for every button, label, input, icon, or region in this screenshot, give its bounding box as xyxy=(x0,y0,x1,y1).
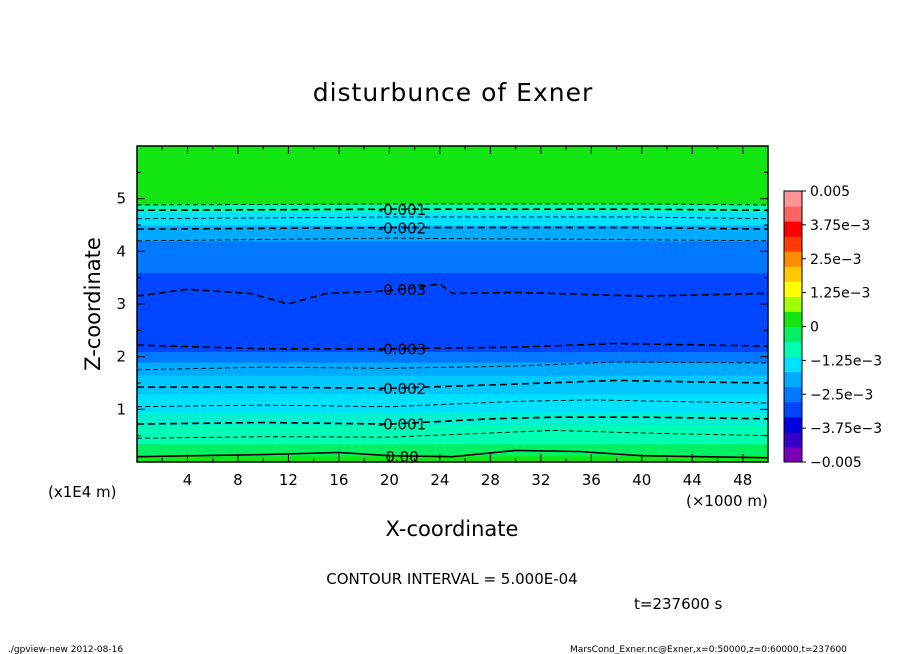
colorbar-cell-5 xyxy=(784,371,802,388)
contour-lines: 0.00-0.001-0.002-0.003-0.003-0.002-0.001 xyxy=(137,201,768,466)
contour-band-11 xyxy=(137,211,768,226)
colorbar-cell-2 xyxy=(784,416,802,433)
filled-contour-bands xyxy=(137,146,768,462)
colorbar-cell-9 xyxy=(784,311,802,327)
contour-band-4 xyxy=(137,393,768,413)
x-axis-label: X-coordinate xyxy=(386,517,519,541)
contour-label-7: -0.003 xyxy=(378,281,426,299)
chart-title: disturbunce of Exner xyxy=(313,78,594,107)
contour-label-11: -0.001 xyxy=(378,201,426,219)
contour-line-6 xyxy=(137,342,768,350)
plot-area: 0.00-0.001-0.002-0.003-0.003-0.002-0.001 xyxy=(136,145,769,466)
colorbar-cell-10 xyxy=(784,296,802,312)
colorbar-label-1: 3.75e−3 xyxy=(810,218,870,234)
x-tick-label-8: 8 xyxy=(233,471,243,489)
colorbar-label-2: 2.5e−3 xyxy=(810,252,862,268)
x-tick-label-12: 12 xyxy=(279,471,298,489)
y-tick-label-2: 2 xyxy=(116,348,126,366)
colorbar-label-5: −1.25e−3 xyxy=(810,353,882,369)
x-tick-label-20: 20 xyxy=(380,471,399,489)
colorbar-cell-1 xyxy=(784,431,802,448)
x-tick-label-4: 4 xyxy=(183,471,193,489)
contour-label-0: 0.00 xyxy=(385,448,418,466)
colorbar-cell-3 xyxy=(784,401,802,418)
colorbar-label-4: 0 xyxy=(810,320,819,336)
contour-band-12 xyxy=(137,203,768,213)
contour-label-2: -0.001 xyxy=(378,415,426,433)
contour-band-13 xyxy=(137,146,768,205)
x-tick-labels: 4 8 12 16 20 24 28 32 36 40 44 48 xyxy=(183,471,753,489)
contour-line-7 xyxy=(137,283,768,305)
contour-line-4 xyxy=(137,379,768,390)
contour-line-9 xyxy=(137,226,768,230)
colorbar-label-6: −2.5e−3 xyxy=(810,387,873,403)
colorbar-cell-12 xyxy=(784,266,802,282)
contour-band-5 xyxy=(137,375,768,395)
colorbar-cell-0 xyxy=(784,446,802,463)
contour-label-4: -0.002 xyxy=(378,380,426,398)
time-stamp: t=237600 s xyxy=(634,595,722,613)
contour-interval-note: CONTOUR INTERVAL = 5.000E-04 xyxy=(326,570,577,588)
y-unit-label: (x1E4 m) xyxy=(48,483,117,501)
colorbar-label-8: −0.005 xyxy=(810,455,862,471)
contour-line-10 xyxy=(137,216,768,220)
contour-line-0 xyxy=(137,449,768,459)
x-tick-label-48: 48 xyxy=(733,471,752,489)
contour-band-0 xyxy=(137,455,768,462)
x-tick-label-40: 40 xyxy=(632,471,651,489)
axis-ticks xyxy=(137,146,768,462)
contour-line-12 xyxy=(137,203,768,206)
contour-line-2 xyxy=(137,416,768,425)
colorbar-label-0: 0.005 xyxy=(810,184,850,200)
contour-band-7 xyxy=(137,351,768,363)
y-tick-label-4: 4 xyxy=(116,242,126,260)
contour-line-1 xyxy=(137,429,768,439)
x-unit-label: (×1000 m) xyxy=(686,492,768,510)
colorbar-cell-4 xyxy=(784,386,802,403)
contour-label-6: -0.003 xyxy=(378,341,426,359)
x-tick-label-44: 44 xyxy=(683,471,702,489)
colorbar-label-3: 1.25e−3 xyxy=(810,286,870,302)
colorbar-cell-7 xyxy=(784,341,802,358)
colorbar-cell-16 xyxy=(784,206,802,222)
colorbar-cell-11 xyxy=(784,281,802,297)
contour-band-9 xyxy=(137,240,768,273)
contour-band-6 xyxy=(137,361,768,376)
x-tick-label-32: 32 xyxy=(531,471,550,489)
footer-right: MarsCond_Exner.nc@Exner,x=0:50000,z=0:60… xyxy=(570,645,847,654)
colorbar-cells xyxy=(784,191,802,463)
colorbar-cell-13 xyxy=(784,251,802,267)
y-tick-label-3: 3 xyxy=(116,295,126,313)
footer-left: ./gpview-new 2012-08-16 xyxy=(8,645,123,654)
colorbar: 0.005 3.75e−3 2.5e−3 1.25e−3 0 −1.25e−3 −2.5e−… xyxy=(783,184,882,471)
colorbar-cell-8 xyxy=(784,326,802,343)
colorbar-labels: 0.005 3.75e−3 2.5e−3 1.25e−3 0 −1.25e−3 −2.5e−… xyxy=(802,184,882,471)
y-tick-labels: 1 2 3 4 5 xyxy=(116,190,126,419)
contour-label-9: -0.002 xyxy=(378,220,426,238)
contour-band-10 xyxy=(137,225,768,242)
contour-line-3 xyxy=(137,399,768,408)
y-tick-label-5: 5 xyxy=(116,190,126,208)
contour-line-11 xyxy=(137,208,768,212)
x-tick-label-16: 16 xyxy=(329,471,348,489)
contour-line-8 xyxy=(137,237,768,242)
x-tick-label-24: 24 xyxy=(430,471,449,489)
contour-line-5 xyxy=(137,361,768,371)
y-tick-label-1: 1 xyxy=(116,400,126,418)
colorbar-label-7: −3.75e−3 xyxy=(810,421,882,437)
colorbar-cell-14 xyxy=(784,236,802,252)
colorbar-cell-17 xyxy=(784,191,802,207)
colorbar-cell-6 xyxy=(784,356,802,373)
colorbar-cell-15 xyxy=(784,221,802,237)
contour-band-8 xyxy=(137,272,768,352)
y-axis-label: Z-coordinate xyxy=(81,237,105,371)
x-tick-label-28: 28 xyxy=(481,471,500,489)
x-tick-label-36: 36 xyxy=(582,471,601,489)
